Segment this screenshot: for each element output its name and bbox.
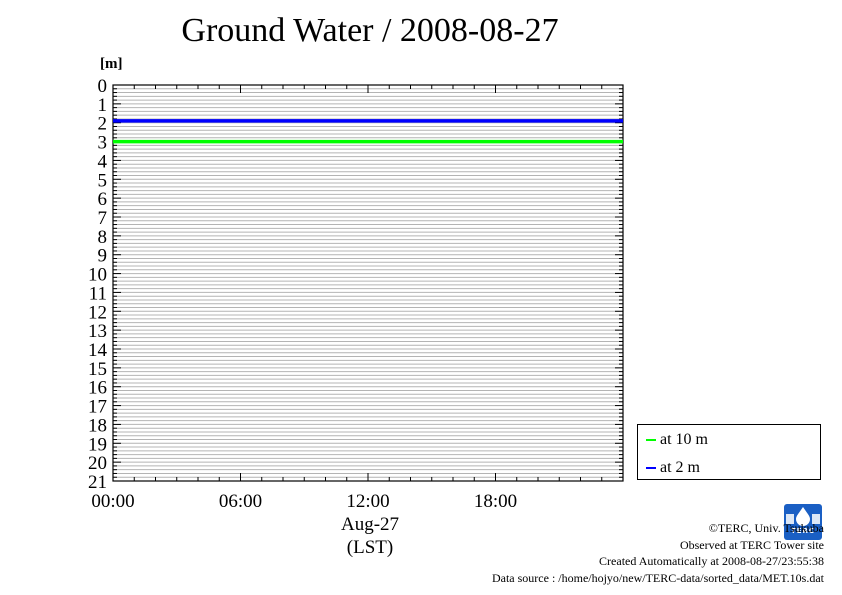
legend-item-2m: at 2 m	[646, 458, 700, 478]
x-tick-label: 18:00	[474, 491, 517, 512]
legend-swatch-2m	[646, 467, 656, 470]
y-tick-label: 4	[98, 151, 108, 172]
credit-copyright: ©TERC, Univ. Tsukuba	[708, 521, 824, 535]
y-tick-label: 1	[98, 95, 108, 116]
y-tick-label: 3	[98, 133, 108, 154]
x-tick-label: 06:00	[219, 491, 262, 512]
credit-created: Created Automatically at 2008-08-27/23:5…	[599, 554, 824, 568]
x-axis-title: (LST)	[346, 537, 394, 558]
y-tick-label: 17	[88, 397, 107, 418]
credit-observed: Observed at TERC Tower site	[679, 537, 824, 552]
credits-block: ©TERC, Univ. Tsukuba Observed at TERC To…	[492, 520, 824, 586]
terc-logo-icon	[784, 504, 822, 540]
legend-swatch-10m	[646, 439, 656, 442]
legend-label-10m: at 10 m	[660, 431, 708, 448]
y-tick-label: 6	[98, 189, 108, 210]
y-tick-label: 8	[98, 227, 108, 248]
x-tick-label: 12:00	[346, 491, 389, 512]
credit-source: Data source : /home/hojyo/new/TERC-data/…	[491, 570, 824, 585]
y-axis-unit: [m]	[100, 56, 123, 72]
y-tick-label: 10	[88, 265, 107, 286]
y-tick-label: 9	[98, 246, 108, 267]
y-tick-label: 21	[88, 472, 107, 493]
y-tick-label: 5	[98, 170, 108, 191]
y-tick-label: 20	[88, 453, 107, 474]
y-tick-label: 2	[98, 114, 108, 135]
x-tick-label: 00:00	[91, 491, 134, 512]
terc-logo: TERC	[784, 504, 822, 540]
y-tick-label: 18	[88, 415, 107, 436]
y-tick-label: 11	[89, 283, 107, 304]
legend-label-2m: at 2 m	[660, 459, 700, 476]
y-tick-label: 7	[98, 208, 108, 229]
legend-item-10m: at 10 m	[646, 430, 708, 450]
legend: at 10 m at 2 m	[637, 424, 821, 480]
y-tick-label: 16	[88, 378, 107, 399]
y-tick-label: 12	[88, 302, 107, 323]
y-tick-label: 0	[98, 76, 108, 97]
x-axis-date-label: Aug-27	[340, 514, 400, 535]
plot-frame	[112, 84, 624, 482]
y-tick-label: 14	[88, 340, 108, 361]
chart-title: Ground Water / 2008-08-27	[181, 12, 559, 49]
y-tick-label: 13	[88, 321, 107, 342]
y-tick-label: 19	[88, 434, 107, 455]
y-tick-label: 15	[88, 359, 107, 380]
terc-logo-text: TERC	[790, 527, 816, 535]
